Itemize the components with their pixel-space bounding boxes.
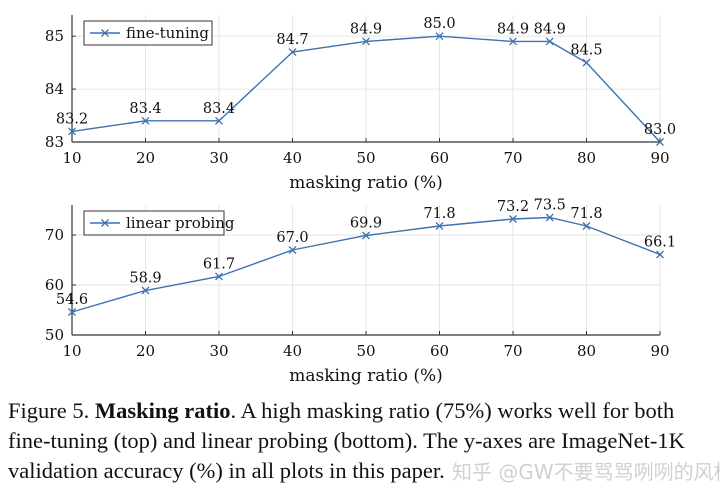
data-label: 66.1 xyxy=(644,235,676,251)
data-point xyxy=(656,250,664,259)
x-tick-label: 80 xyxy=(577,342,596,360)
x-tick-label: 70 xyxy=(503,342,522,360)
data-label: 84.5 xyxy=(570,43,602,59)
series-line xyxy=(71,35,661,143)
x-tick-label: 60 xyxy=(430,342,449,360)
data-point xyxy=(362,37,370,46)
data-label: 58.9 xyxy=(129,271,161,287)
y-tick-label: 85 xyxy=(45,27,64,45)
x-tick-label: 90 xyxy=(650,342,669,360)
data-label: 73.2 xyxy=(497,199,529,215)
data-label: 84.7 xyxy=(276,32,308,48)
data-point xyxy=(141,116,150,125)
x-tick-label: 80 xyxy=(577,149,596,167)
data-point xyxy=(545,213,554,222)
x-tick-label: 10 xyxy=(62,342,81,360)
y-tick-label: 50 xyxy=(45,326,64,344)
data-point xyxy=(215,116,223,125)
figure-charts: 10 20 30 40 50 60 70 80 90 83 84 85 masking ratio (%… xyxy=(45,15,676,387)
data-point xyxy=(435,222,444,230)
legend-marker xyxy=(101,29,109,37)
x-tick-label: 10 xyxy=(62,149,81,167)
data-point xyxy=(656,138,664,146)
data-label: 83.0 xyxy=(644,122,676,138)
x-tick-label: 20 xyxy=(136,149,155,167)
data-label: 67.0 xyxy=(276,230,308,246)
data-point xyxy=(435,32,444,41)
x-tick-label: 20 xyxy=(136,342,155,360)
legend-label: linear probing xyxy=(126,214,235,232)
x-tick-label: 40 xyxy=(283,149,302,167)
x-tick-label: 50 xyxy=(356,149,375,167)
caption-prefix: Figure 5. xyxy=(8,398,95,423)
data-point xyxy=(288,246,297,254)
data-point xyxy=(509,37,517,46)
legend: linear probing xyxy=(83,210,235,236)
data-point xyxy=(215,272,223,281)
legend-marker xyxy=(101,219,109,227)
data-label: 69.9 xyxy=(350,216,382,232)
data-point xyxy=(509,215,517,223)
figure-caption: Figure 5. Masking ratio. A high masking … xyxy=(8,396,720,486)
data-point xyxy=(545,37,554,46)
x-tick-label: 50 xyxy=(356,342,375,360)
caption-text: . A high masking ratio (75%) works well … xyxy=(8,398,685,483)
legend-label: fine-tuning xyxy=(126,24,209,42)
x-tick-label: 70 xyxy=(503,149,522,167)
y-tick-label: 70 xyxy=(45,226,64,244)
data-point xyxy=(68,127,76,136)
data-point xyxy=(141,286,150,295)
data-label: 54.6 xyxy=(56,292,88,308)
watermark: 知乎 @GW不要骂骂咧咧的风格 xyxy=(452,460,720,484)
chart-panel-0: 10 20 30 40 50 60 70 80 90 83 84 85 masking ratio (%… xyxy=(45,15,676,193)
chart-panel-1: 10 20 30 40 50 60 70 80 90 50 60 70 masking ratio (%… xyxy=(45,198,676,387)
data-point xyxy=(582,222,591,230)
data-label: 85.0 xyxy=(423,16,455,32)
data-label: 83.4 xyxy=(129,101,161,117)
data-point xyxy=(288,48,297,57)
data-label: 83.2 xyxy=(56,111,88,127)
x-tick-label: 30 xyxy=(209,149,228,167)
data-label: 73.5 xyxy=(534,198,566,214)
series-line xyxy=(71,216,661,313)
x-axis-label: masking ratio (%) xyxy=(289,366,443,386)
x-tick-label: 60 xyxy=(430,149,449,167)
data-point xyxy=(68,308,76,316)
y-tick-label: 84 xyxy=(45,80,64,98)
data-label: 71.8 xyxy=(423,206,455,222)
data-label: 61.7 xyxy=(203,257,235,273)
data-label: 71.8 xyxy=(570,206,602,222)
x-tick-label: 40 xyxy=(283,342,302,360)
legend: fine-tuning xyxy=(83,20,213,46)
data-label: 84.9 xyxy=(534,21,566,37)
y-tick-label: 83 xyxy=(45,133,64,151)
x-axis-label: masking ratio (%) xyxy=(289,173,443,193)
x-tick-label: 30 xyxy=(209,342,228,360)
data-label: 84.9 xyxy=(497,21,529,37)
y-tick-label: 60 xyxy=(45,276,64,294)
caption-bold: Masking ratio xyxy=(94,398,231,423)
data-point xyxy=(582,58,591,67)
data-point xyxy=(362,231,370,240)
x-tick-label: 90 xyxy=(650,149,669,167)
data-label: 83.4 xyxy=(203,101,235,117)
data-label: 84.9 xyxy=(350,21,382,37)
